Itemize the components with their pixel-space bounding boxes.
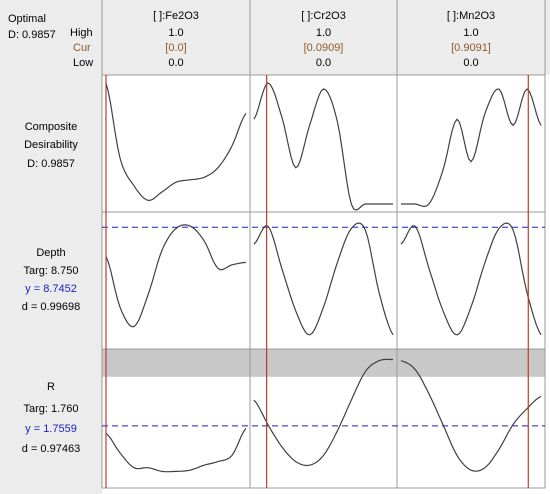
curve-depth-mn2o3 (400, 222, 542, 336)
curve-depth-cr2o3 (253, 222, 394, 336)
r-target: Targ: 1.760 (23, 403, 79, 415)
factor-name-mn2o3: [ ]:Mn2O3 (446, 10, 496, 22)
low-label: Low (73, 57, 94, 69)
factor-low-cr2o3: 0.0 (315, 57, 332, 69)
factor-name-fe2o3: [ ]:Fe2O3 (153, 10, 199, 22)
r-predicted-y: y = 1.7559 (25, 423, 77, 435)
composite-label-line2: Desirability (24, 139, 78, 151)
optimal-d-value: D: 0.9857 (8, 29, 56, 41)
curve-composite-mn2o3 (401, 88, 542, 208)
high-label: High (70, 27, 93, 39)
depth-predicted-y: y = 8.7452 (25, 283, 77, 295)
depth-desirability: d = 0.99698 (21, 301, 81, 313)
band-r-mn2o3 (397, 349, 545, 377)
factor-high-mn2o3: 1.0 (463, 27, 479, 39)
factor-high-cr2o3: 1.0 (315, 27, 332, 39)
band-r-cr2o3 (250, 349, 397, 377)
composite-label-line1: Composite (24, 121, 78, 133)
band-r-fe2o3 (102, 349, 250, 377)
factor-low-fe2o3: 0.0 (168, 57, 184, 69)
depth-target: Targ: 8.750 (23, 265, 79, 277)
curve-r-cr2o3 (253, 358, 393, 467)
factor-low-mn2o3: 0.0 (463, 57, 479, 69)
r-desirability: d = 0.97463 (21, 443, 81, 455)
factor-cur-mn2o3: [0.9091] (451, 42, 491, 54)
curve-composite-cr2o3 (253, 82, 393, 211)
r-label: R (47, 381, 55, 393)
curve-r-mn2o3 (400, 360, 542, 472)
curve-composite-fe2o3 (105, 82, 247, 202)
factor-cur-fe2o3: [0.0] (165, 42, 187, 54)
depth-label: Depth (36, 247, 66, 259)
left-label-column (0, 0, 102, 494)
optimal-label: Optimal (8, 13, 46, 25)
factor-high-fe2o3: 1.0 (168, 27, 184, 39)
composite-d-value: D: 0.9857 (27, 158, 75, 170)
factor-cur-cr2o3: [0.0909] (303, 42, 344, 54)
cur-label: Cur (73, 42, 91, 54)
factor-name-cr2o3: [ ]:Cr2O3 (301, 10, 346, 22)
curve-depth-fe2o3 (105, 224, 247, 328)
curve-r-fe2o3 (105, 427, 247, 473)
header-band (102, 0, 550, 75)
